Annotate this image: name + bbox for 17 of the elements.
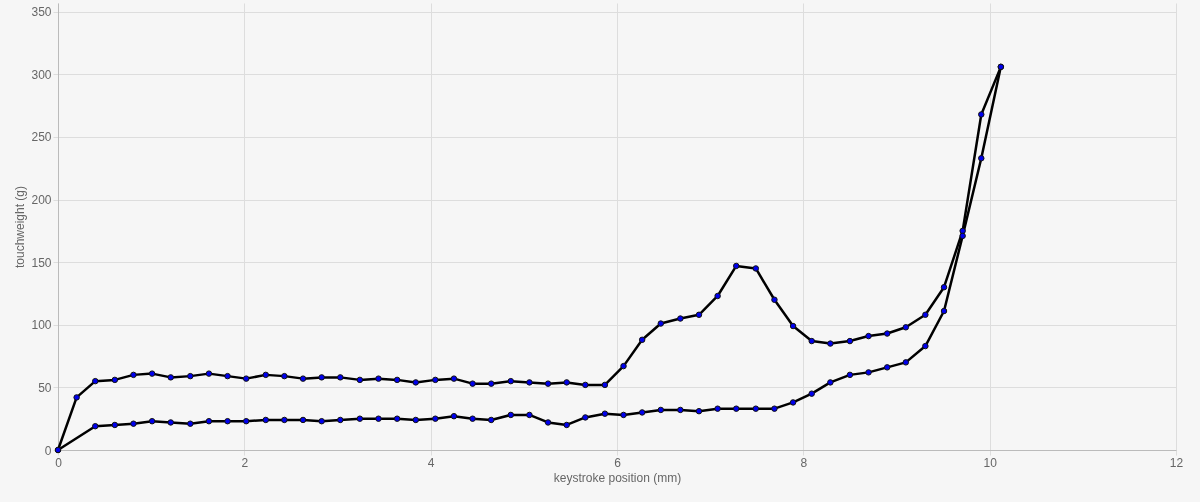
y-tick-label: 350 (31, 5, 52, 20)
y-tick-label: 0 (44, 443, 52, 458)
x-axis-title: keystroke position (mm) (553, 470, 682, 485)
y-tick-label: 250 (31, 130, 52, 145)
x-tick-label: 4 (427, 455, 435, 470)
y-axis-title: touchweight (g) (13, 185, 28, 269)
y-tick-label: 100 (31, 318, 52, 333)
x-tick-label: 12 (1169, 455, 1184, 470)
x-tick-label: 0 (55, 455, 63, 470)
x-tick-label: 2 (241, 455, 249, 470)
y-tick-label: 150 (31, 255, 52, 270)
x-tick-label: 8 (800, 455, 808, 470)
y-tick-label: 300 (31, 67, 52, 82)
y-tick-label: 200 (31, 193, 52, 208)
x-tick-label: 6 (614, 455, 622, 470)
y-tick-label: 50 (38, 380, 52, 395)
x-tick-label: 10 (983, 455, 998, 470)
